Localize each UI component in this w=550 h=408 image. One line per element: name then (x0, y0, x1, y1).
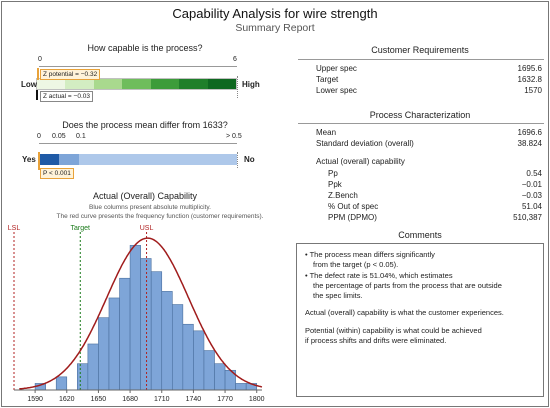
histogram-bar (235, 383, 247, 391)
histogram-bar (87, 343, 99, 391)
pval-tick-05: > 0.5 (226, 133, 242, 140)
z-potential-label: Z potential = −0.32 (40, 69, 101, 80)
pval-tick-005: 0.05 (52, 133, 66, 140)
capable-max-marker (237, 76, 238, 98)
mean-diff-heading: Does the process mean differ from 1633? (62, 120, 228, 130)
capability-gradient-bar (36, 78, 237, 90)
cap-row-ppm: PPM (DPMO) 510,387 (328, 213, 542, 222)
x-tick-label: 1590 (27, 396, 43, 403)
process-char-divider (298, 123, 544, 124)
comment-bullet-2: • The defect rate is 51.04%, which estim… (305, 270, 502, 301)
histogram-bar (119, 277, 131, 391)
pval-yes-label: Yes (22, 155, 36, 164)
capable-high-label: High (242, 80, 260, 89)
usl-label: USL (140, 225, 154, 232)
capable-low-label: Low (21, 80, 37, 89)
cap-row-pp: Pp 0.54 (328, 169, 542, 178)
histogram-bar (98, 317, 110, 391)
pval-max-marker (237, 152, 238, 168)
histogram-bar (150, 271, 163, 391)
req-row-upper: Upper spec 1695.6 (316, 64, 542, 73)
histogram-bar (203, 350, 215, 391)
x-tick-label: 1740 (186, 396, 202, 403)
chart-note-1: Blue columns present absolute multiplici… (89, 204, 211, 211)
comment-para-1: Actual (overall) capability is what the … (305, 308, 504, 318)
pval-scale-line (39, 143, 237, 144)
histogram-bar (182, 323, 194, 391)
lsl-label: LSL (8, 225, 21, 232)
pval-tick-0: 0 (37, 133, 41, 140)
capability-subheading: Actual (overall) capability (316, 157, 405, 166)
x-tick-label: 1800 (249, 396, 265, 403)
pval-borderline-segment (59, 154, 79, 165)
capable-scale-line (39, 66, 237, 67)
customer-req-divider (298, 59, 544, 60)
histogram-bar (129, 245, 141, 391)
histogram-bar (193, 330, 205, 391)
histogram-bar (161, 291, 173, 391)
pval-significant-segment (39, 154, 59, 165)
histogram-bar (108, 297, 120, 391)
process-char-heading: Process Characterization (369, 110, 471, 120)
report-title: Capability Analysis for wire strength (172, 6, 378, 21)
comments-box: • The process mean differs significantly… (296, 243, 544, 397)
cap-row-out-of-spec: % Out of spec 51.04 (328, 202, 542, 211)
z-potential-marker (37, 68, 39, 80)
req-row-target: Target 1632.8 (316, 75, 542, 84)
x-tick-label: 1680 (122, 396, 138, 403)
pval-tick-01: 0.1 (76, 133, 86, 140)
histogram-bar (55, 376, 68, 391)
histogram-bar (140, 258, 152, 391)
histogram-bar (171, 304, 184, 391)
pval-no-label: No (244, 155, 255, 164)
cap-row-zbench: Z.Bench −0.03 (328, 191, 542, 200)
z-actual-label: Z actual = −0.03 (40, 91, 93, 102)
proc-row-mean: Mean 1696.6 (316, 128, 542, 137)
comment-bullet-1: • The process mean differs significantly… (305, 250, 435, 270)
comments-heading: Comments (398, 230, 442, 240)
x-tick-label: 1620 (59, 396, 75, 403)
x-tick-label: 1770 (217, 396, 233, 403)
normal-curve (19, 237, 263, 390)
z-actual-marker (36, 90, 38, 100)
histogram-bar (214, 363, 226, 391)
histogram-bar (77, 363, 89, 391)
pval-label: P < 0.001 (40, 168, 74, 179)
report-subtitle: Summary Report (235, 22, 315, 34)
comment-para-2: Potential (within) capability is what co… (305, 325, 482, 346)
x-tick-label: 1650 (91, 396, 107, 403)
x-tick-label: 1710 (154, 396, 170, 403)
cap-row-ppk: Ppk −0.01 (328, 180, 542, 189)
customer-req-heading: Customer Requirements (371, 45, 469, 55)
capable-heading: How capable is the process? (87, 43, 203, 53)
pval-marker (38, 152, 40, 170)
capability-histogram: 1590 1620 1650 1680 1710 1740 1770 1800 LSL Tar… (8, 225, 265, 403)
capable-scale-max: 6 (233, 56, 237, 63)
target-label: Target (71, 225, 91, 232)
req-row-lower: Lower spec 1570 (316, 86, 542, 95)
capability-chart-heading: Actual (Overall) Capability (92, 191, 198, 201)
pval-nonsignificant-segment (79, 154, 237, 165)
capable-scale-min: 0 (38, 56, 42, 63)
proc-row-sd: Standard deviation (overall) 38.824 (316, 139, 542, 148)
chart-note-2: The red curve presents the frequency fun… (56, 213, 264, 220)
